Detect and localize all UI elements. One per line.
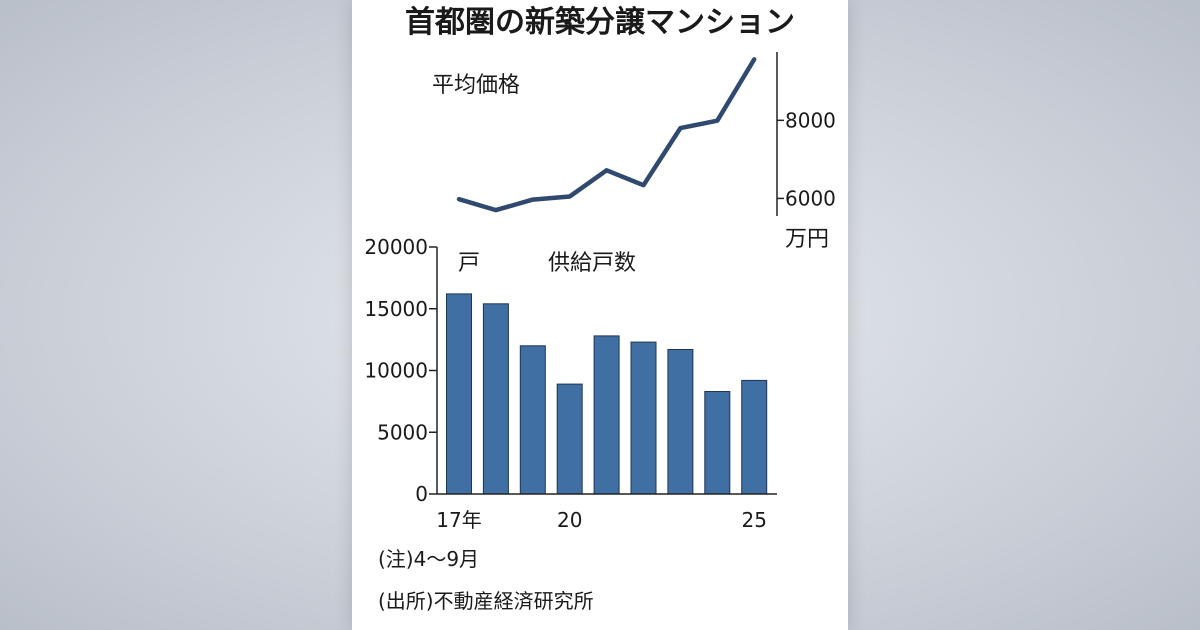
supply-units-bar-chart: 戸 供給戸数 0 5000 10000 15000 20000 17年 20 25 bbox=[364, 235, 777, 532]
chart-panel bbox=[352, 0, 848, 630]
line-y-tick-label: 6000 bbox=[785, 186, 836, 210]
bar bbox=[556, 383, 583, 495]
bar bbox=[446, 293, 472, 495]
bar-y-tick-label: 20000 bbox=[364, 235, 428, 259]
note-period: (注)4～9月 bbox=[378, 547, 479, 571]
x-tick-label: 17年 bbox=[436, 508, 481, 532]
bar bbox=[667, 349, 694, 495]
bar-y-tick-label: 5000 bbox=[377, 420, 428, 444]
bar bbox=[704, 391, 731, 495]
bar bbox=[593, 335, 620, 495]
bar-y-unit: 戸 bbox=[458, 251, 480, 276]
bar bbox=[519, 345, 546, 495]
chart-title: 首都圏の新築分譲マンション bbox=[405, 5, 795, 40]
line-y-tick-label: 8000 bbox=[785, 108, 836, 132]
bar bbox=[482, 303, 509, 495]
average-price-line-chart: 平均価格 6000 8000 万円 bbox=[432, 52, 836, 252]
bar bbox=[630, 341, 657, 495]
x-tick-label: 25 bbox=[741, 508, 766, 532]
bar bbox=[741, 379, 768, 495]
line-y-unit: 万円 bbox=[785, 227, 829, 252]
line-series-label: 平均価格 bbox=[432, 73, 520, 98]
bar-series-label: 供給戸数 bbox=[548, 251, 636, 276]
bar-y-tick-label: 0 bbox=[415, 482, 428, 506]
bar-y-tick-label: 15000 bbox=[364, 297, 428, 321]
x-tick-label: 20 bbox=[557, 508, 582, 532]
note-source: (出所)不動産経済研究所 bbox=[378, 589, 594, 613]
bar-y-tick-label: 10000 bbox=[364, 359, 428, 383]
average-price-line bbox=[456, 57, 757, 213]
